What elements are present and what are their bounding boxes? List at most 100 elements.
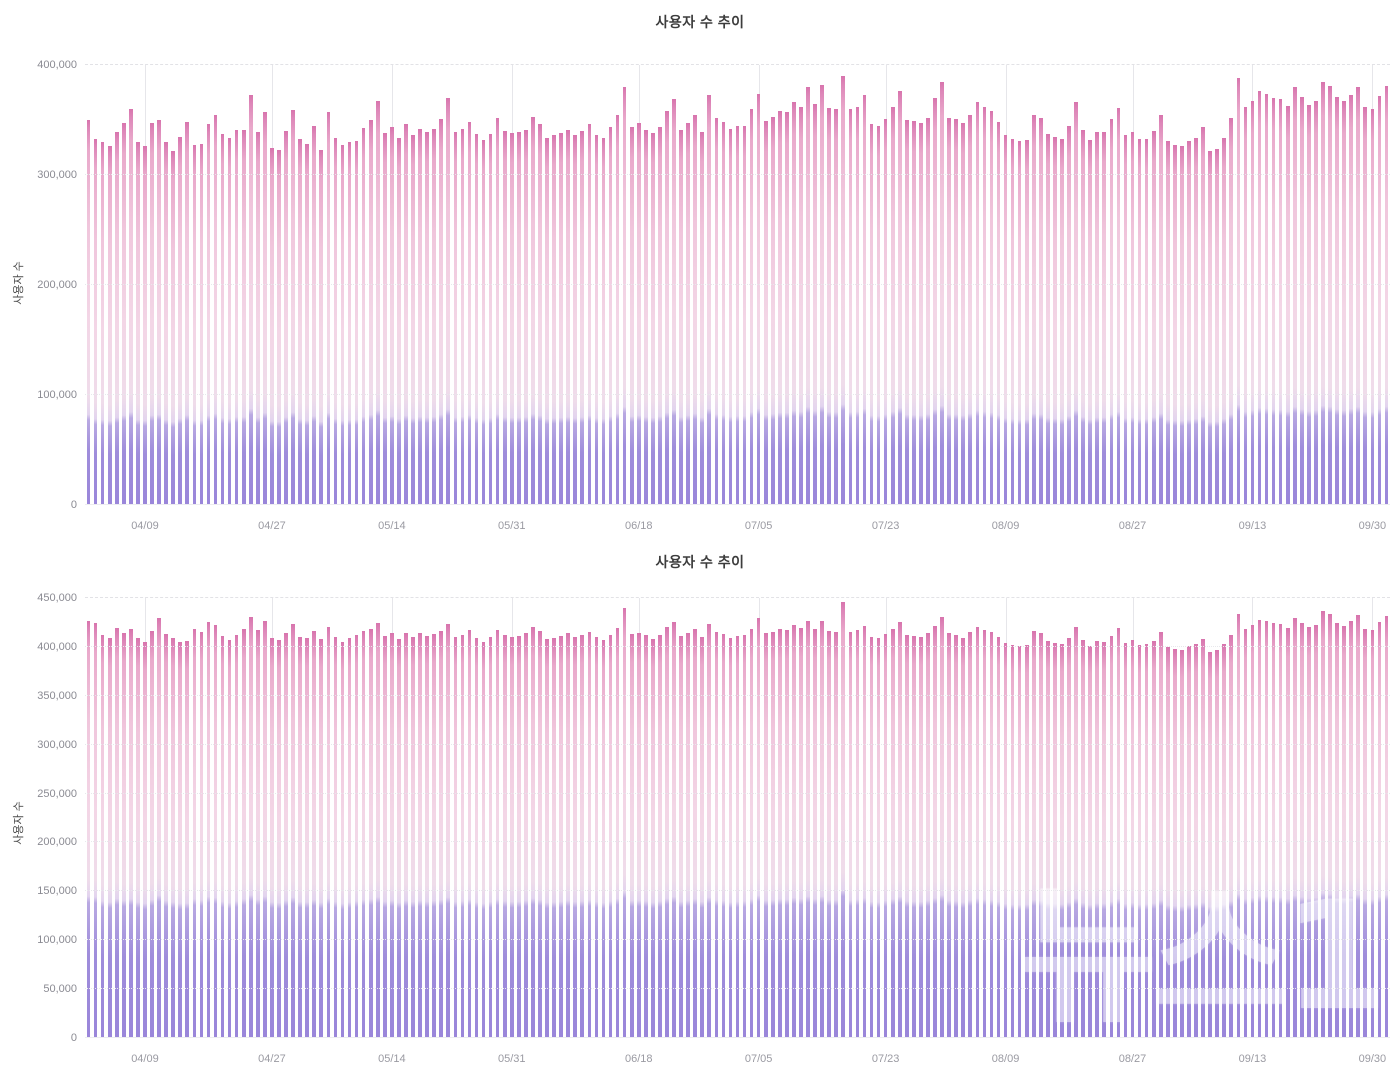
bar xyxy=(770,116,775,505)
bar xyxy=(961,638,966,1038)
bar xyxy=(897,622,902,1038)
bar xyxy=(1003,642,1008,1038)
bar xyxy=(277,640,281,1038)
bar xyxy=(763,121,768,505)
x-axis-tick-label: 07/23 xyxy=(871,520,900,532)
bar xyxy=(1363,106,1368,505)
bar xyxy=(516,132,521,505)
bar xyxy=(1053,642,1057,1038)
bar xyxy=(1081,640,1085,1038)
bar xyxy=(220,636,225,1038)
bar xyxy=(121,123,126,505)
bar xyxy=(820,620,824,1038)
x-axis-tick-label: 09/13 xyxy=(1238,520,1267,532)
bar xyxy=(502,131,507,505)
bar xyxy=(199,632,204,1038)
bar xyxy=(255,630,260,1038)
bar xyxy=(481,642,486,1038)
bar xyxy=(615,628,620,1038)
bar xyxy=(185,641,190,1038)
bar xyxy=(538,124,542,505)
bar xyxy=(651,639,655,1038)
gridline-horizontal xyxy=(85,694,1390,696)
bar xyxy=(552,135,556,505)
bar xyxy=(107,146,112,505)
bar xyxy=(234,129,239,505)
bar xyxy=(1321,610,1325,1038)
bar xyxy=(1328,613,1332,1038)
bar xyxy=(460,128,465,505)
bar xyxy=(982,106,987,505)
bar xyxy=(347,638,352,1038)
bar xyxy=(1370,630,1375,1038)
bar xyxy=(509,133,514,505)
bar xyxy=(813,103,817,505)
bar xyxy=(1201,639,1205,1038)
bar xyxy=(404,124,408,505)
bar xyxy=(742,635,747,1038)
bar xyxy=(319,639,324,1038)
bar xyxy=(1187,140,1191,505)
bar xyxy=(926,117,930,505)
bar xyxy=(1017,140,1022,505)
bar xyxy=(1010,138,1015,505)
bar xyxy=(1046,134,1050,505)
bar xyxy=(1222,137,1227,505)
x-axis-tick-label: 07/05 xyxy=(744,520,773,532)
bar xyxy=(86,120,91,505)
bar xyxy=(397,639,401,1038)
x-axis-tick-label: 09/30 xyxy=(1358,1053,1387,1065)
bar xyxy=(453,637,458,1038)
bar xyxy=(1130,640,1135,1038)
bar xyxy=(834,632,839,1038)
y-axis-tick-label: 0 xyxy=(70,1032,77,1044)
bar xyxy=(291,110,295,505)
bar xyxy=(728,638,733,1038)
bar xyxy=(1278,624,1283,1038)
bar xyxy=(876,638,881,1038)
bar xyxy=(777,111,782,505)
bar xyxy=(1321,81,1325,505)
bar xyxy=(178,642,183,1038)
gridline-horizontal xyxy=(85,841,1390,843)
bar xyxy=(1180,649,1184,1038)
bar xyxy=(883,634,888,1038)
bar xyxy=(679,129,683,505)
bar xyxy=(1328,85,1332,505)
bar xyxy=(1257,91,1262,505)
bar xyxy=(439,118,444,505)
bar xyxy=(1349,620,1354,1038)
bar xyxy=(601,137,606,505)
x-axis-tick-label: 09/30 xyxy=(1358,520,1387,532)
bar xyxy=(777,629,782,1038)
bar xyxy=(665,111,669,505)
bar xyxy=(1123,642,1128,1038)
bar xyxy=(502,635,507,1038)
bar xyxy=(1060,138,1064,505)
bar xyxy=(806,621,810,1038)
bar xyxy=(418,128,422,505)
x-axis-tick-label: 07/05 xyxy=(744,1053,773,1065)
y-axis-tick-label: 0 xyxy=(70,499,77,511)
bar xyxy=(185,122,190,505)
bar xyxy=(785,112,789,505)
x-axis-tick-label: 08/09 xyxy=(991,1053,1020,1065)
bar xyxy=(1356,87,1361,505)
bar xyxy=(1053,136,1057,505)
bar xyxy=(919,637,923,1038)
bar xyxy=(1067,125,1071,505)
chart-top-y-axis-label: 사용자 수 xyxy=(13,261,25,305)
x-axis-tick-label: 04/27 xyxy=(258,520,286,532)
bar xyxy=(1109,118,1114,505)
bar xyxy=(1123,135,1128,505)
bar xyxy=(721,634,726,1038)
y-axis-tick-label: 300,000 xyxy=(37,169,77,181)
bar xyxy=(770,632,775,1038)
bar xyxy=(143,146,147,505)
bar xyxy=(100,635,105,1038)
bar xyxy=(270,147,274,505)
bar xyxy=(792,102,796,505)
bar xyxy=(862,626,867,1038)
bar xyxy=(531,116,535,505)
bar xyxy=(1335,623,1339,1038)
